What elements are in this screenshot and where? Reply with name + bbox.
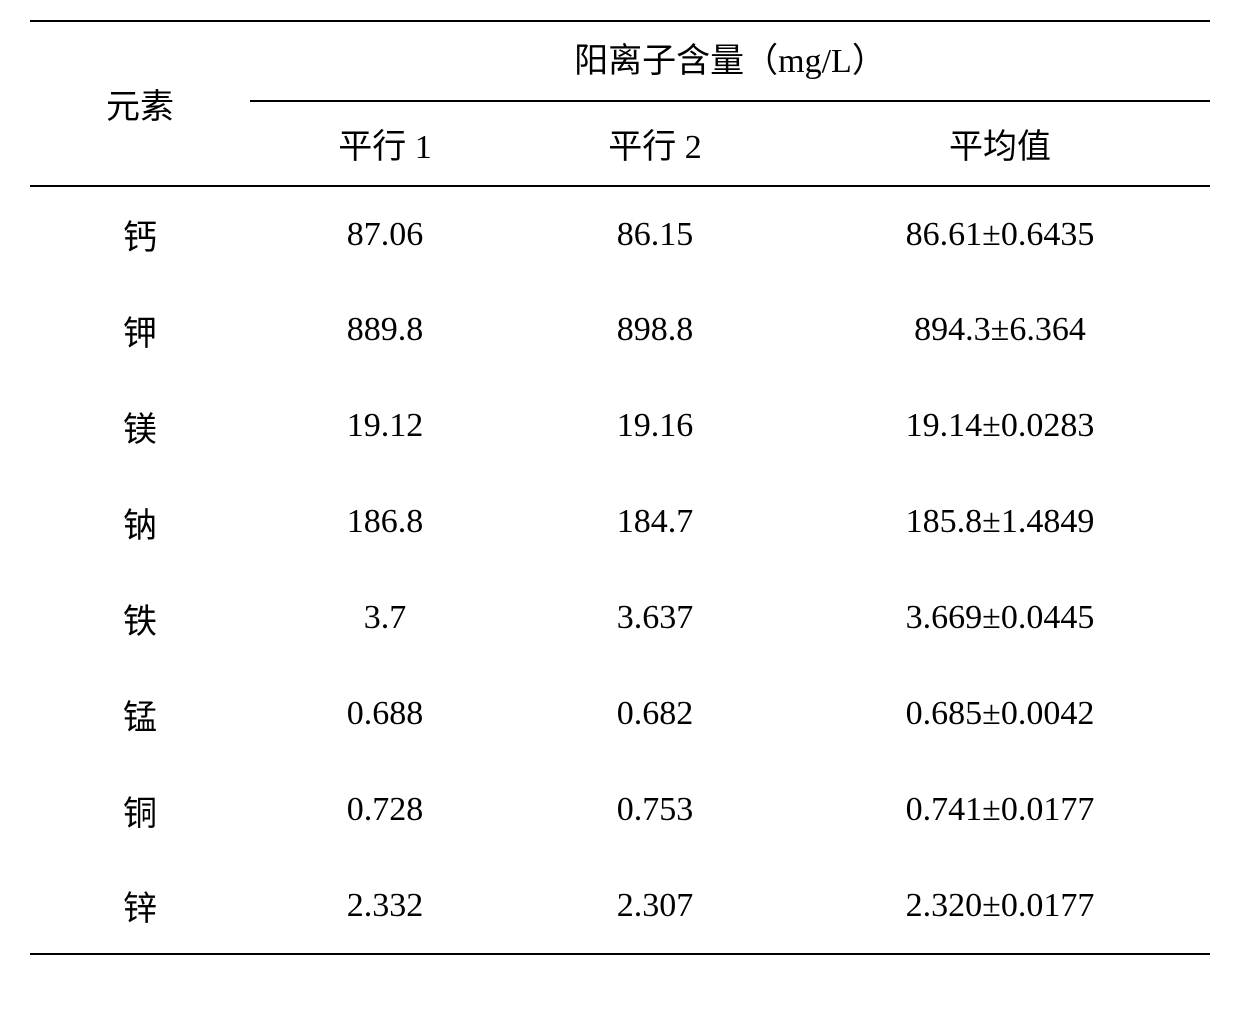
average-cell: 86.61±0.6435 <box>790 186 1210 282</box>
table-row: 锰 0.688 0.682 0.685±0.0042 <box>30 666 1210 762</box>
parallel1-cell: 0.728 <box>250 762 520 858</box>
table-row: 钙 87.06 86.15 86.61±0.6435 <box>30 186 1210 282</box>
cation-content-header: 阳离子含量（mg/L） <box>250 21 1210 101</box>
parallel1-cell: 0.688 <box>250 666 520 762</box>
table-row: 铁 3.7 3.637 3.669±0.0445 <box>30 570 1210 666</box>
parallel1-cell: 186.8 <box>250 474 520 570</box>
table-row: 锌 2.332 2.307 2.320±0.0177 <box>30 858 1210 954</box>
table-row: 镁 19.12 19.16 19.14±0.0283 <box>30 378 1210 474</box>
parallel1-cell: 889.8 <box>250 282 520 378</box>
table-row: 铜 0.728 0.753 0.741±0.0177 <box>30 762 1210 858</box>
average-cell: 0.741±0.0177 <box>790 762 1210 858</box>
element-cell: 铁 <box>30 570 250 666</box>
parallel2-cell: 86.15 <box>520 186 790 282</box>
element-cell: 镁 <box>30 378 250 474</box>
parallel1-header: 平行 1 <box>250 101 520 186</box>
cation-content-table: 元素 阳离子含量（mg/L） 平行 1 平行 2 平均值 钙 87.06 86.… <box>30 20 1210 955</box>
parallel2-cell: 3.637 <box>520 570 790 666</box>
table-row: 钾 889.8 898.8 894.3±6.364 <box>30 282 1210 378</box>
average-cell: 2.320±0.0177 <box>790 858 1210 954</box>
average-cell: 3.669±0.0445 <box>790 570 1210 666</box>
average-cell: 19.14±0.0283 <box>790 378 1210 474</box>
element-header: 元素 <box>30 21 250 186</box>
parallel1-cell: 3.7 <box>250 570 520 666</box>
parallel2-cell: 184.7 <box>520 474 790 570</box>
element-cell: 钠 <box>30 474 250 570</box>
average-cell: 185.8±1.4849 <box>790 474 1210 570</box>
table-body: 钙 87.06 86.15 86.61±0.6435 钾 889.8 898.8… <box>30 186 1210 954</box>
average-cell: 894.3±6.364 <box>790 282 1210 378</box>
parallel2-cell: 2.307 <box>520 858 790 954</box>
parallel2-cell: 0.753 <box>520 762 790 858</box>
average-cell: 0.685±0.0042 <box>790 666 1210 762</box>
element-cell: 铜 <box>30 762 250 858</box>
parallel1-cell: 2.332 <box>250 858 520 954</box>
parallel2-header: 平行 2 <box>520 101 790 186</box>
element-cell: 锌 <box>30 858 250 954</box>
parallel2-cell: 0.682 <box>520 666 790 762</box>
parallel2-cell: 898.8 <box>520 282 790 378</box>
parallel2-cell: 19.16 <box>520 378 790 474</box>
parallel1-cell: 19.12 <box>250 378 520 474</box>
average-header: 平均值 <box>790 101 1210 186</box>
element-cell: 钙 <box>30 186 250 282</box>
element-cell: 锰 <box>30 666 250 762</box>
table-row: 钠 186.8 184.7 185.8±1.4849 <box>30 474 1210 570</box>
parallel1-cell: 87.06 <box>250 186 520 282</box>
element-cell: 钾 <box>30 282 250 378</box>
